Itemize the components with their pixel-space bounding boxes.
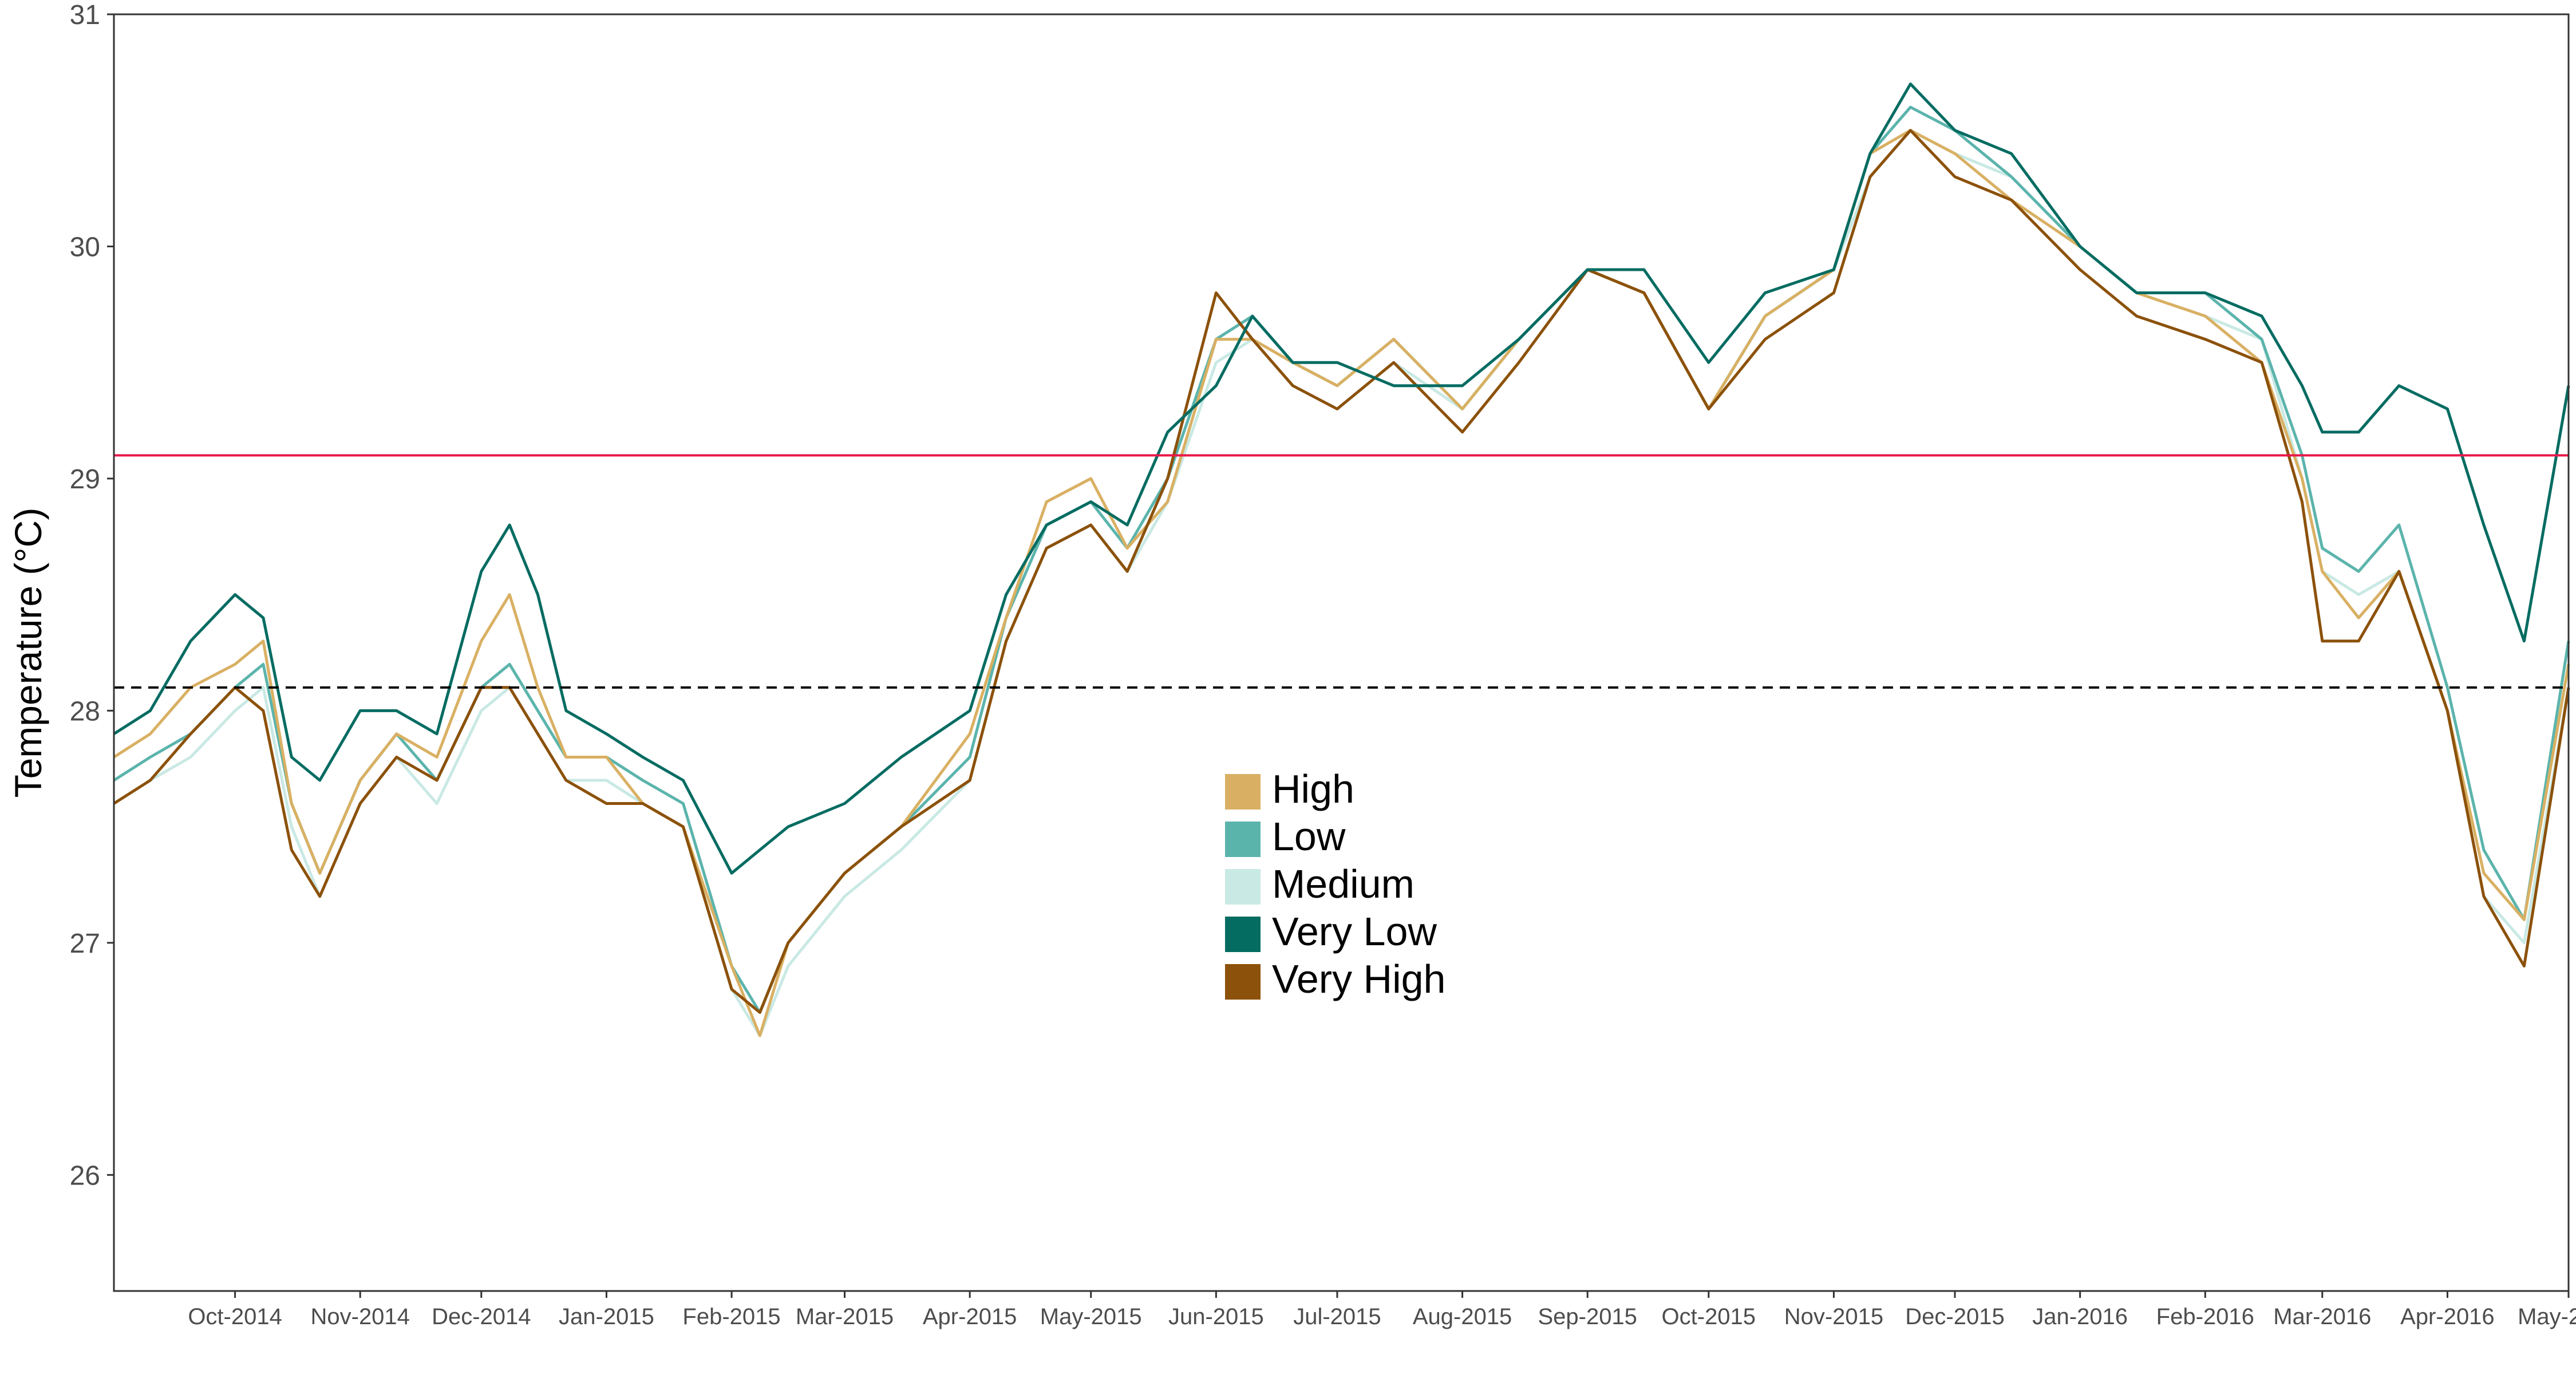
x-tick-label: May-2015: [1040, 1304, 1142, 1329]
y-tick-label: 30: [70, 232, 100, 262]
y-tick-label: 28: [70, 696, 100, 727]
x-tick-label: Mar-2015: [796, 1304, 894, 1329]
x-tick-label: Oct-2014: [188, 1304, 282, 1329]
legend-label-very-low: Very Low: [1272, 909, 1437, 954]
x-tick-label: Feb-2015: [682, 1304, 780, 1329]
y-tick-label: 31: [70, 0, 100, 30]
legend-swatch-very-low: [1225, 917, 1261, 952]
x-tick-label: Jul-2015: [1293, 1304, 1381, 1329]
legend-swatch-very-high: [1225, 964, 1261, 1000]
legend-swatch-medium: [1225, 869, 1261, 905]
x-tick-label: Jan-2016: [2032, 1304, 2128, 1329]
y-tick-label: 29: [70, 464, 100, 495]
legend-swatch-low: [1225, 822, 1261, 857]
y-axis: 26 27 28 29 30 31: [70, 0, 114, 1191]
x-tick-label: Aug-2015: [1413, 1304, 1512, 1329]
legend-label-high: High: [1272, 767, 1354, 811]
x-tick-label: Nov-2015: [1784, 1304, 1883, 1329]
x-tick-label: Oct-2015: [1662, 1304, 1756, 1329]
x-tick-label: Apr-2015: [923, 1304, 1017, 1329]
x-tick-label: Dec-2015: [1905, 1304, 2004, 1329]
x-tick-label: Jun-2015: [1168, 1304, 1264, 1329]
legend-swatch-high: [1225, 774, 1261, 810]
x-tick-label: Nov-2014: [310, 1304, 409, 1329]
legend-label-low: Low: [1272, 814, 1346, 859]
x-tick-label: Mar-2016: [2273, 1304, 2371, 1329]
legend-label-medium: Medium: [1272, 862, 1415, 906]
series-line-very-low: [113, 82, 2570, 875]
legend-label-very-high: Very High: [1272, 957, 1445, 1001]
series-layer: [113, 82, 2570, 1037]
x-tick-label: Sep-2015: [1538, 1304, 1637, 1329]
x-tick-label: Feb-2016: [2156, 1304, 2254, 1329]
x-tick-label: Dec-2014: [432, 1304, 531, 1329]
y-tick-label: 26: [70, 1160, 100, 1191]
x-tick-label: May-2016: [2518, 1304, 2576, 1329]
x-tick-label: Jan-2015: [559, 1304, 654, 1329]
y-tick-label: 27: [70, 929, 100, 959]
x-axis: Oct-2014 Nov-2014 Dec-2014 Jan-2015 Feb-2015…: [188, 1291, 2576, 1329]
x-tick-label: Apr-2016: [2400, 1304, 2495, 1329]
series-line-high: [113, 129, 2570, 1037]
reference-lines: [114, 454, 2569, 689]
series-line-very-high: [113, 129, 2570, 1014]
plot-panel-border: [113, 13, 2570, 1292]
y-axis-title: Temperature (°C): [7, 508, 49, 798]
